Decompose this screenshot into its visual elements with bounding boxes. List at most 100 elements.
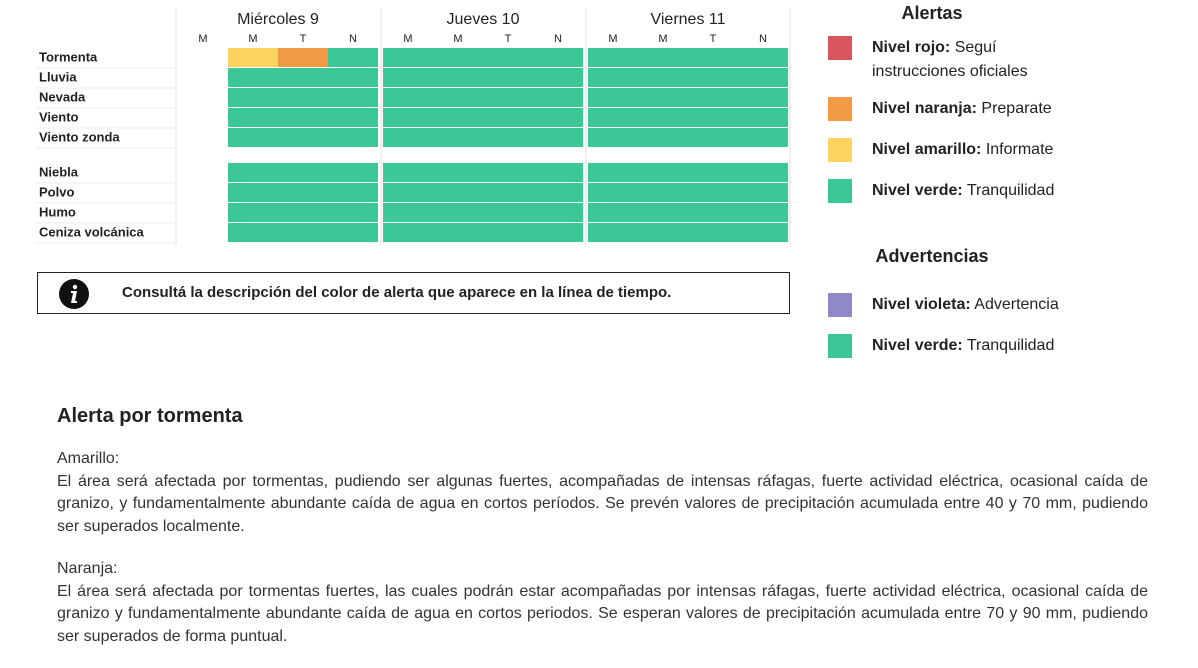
alert-cell [688, 108, 738, 127]
alert-cell [483, 68, 533, 87]
period-label: M [453, 33, 462, 45]
alert-cell [638, 203, 688, 222]
alert-cell [738, 108, 788, 127]
legend-label: Nivel verde: Tranquilidad [872, 179, 1062, 203]
alert-cell [638, 223, 688, 242]
legend-text: Advertencia [974, 296, 1059, 313]
period-label: N [554, 33, 562, 45]
period-label: M [608, 33, 617, 45]
alert-cell [383, 223, 433, 242]
alert-cell [328, 48, 378, 67]
section: Alerta por tormenta Amarillo: El área ser… [57, 405, 1148, 668]
alert-cell [688, 88, 738, 107]
period-label: T [710, 33, 717, 45]
paragraph: Naranja: El área será afectada por tormen… [57, 558, 1148, 648]
row-label: Tormenta [39, 49, 98, 64]
alert-cell [433, 183, 483, 202]
info-box: Consultá la descripción del color de ale… [37, 272, 790, 314]
period-label: T [505, 33, 512, 45]
legend-label: Nivel rojo: Seguí instrucciones oficiale… [872, 36, 1062, 84]
alert-cell [638, 128, 688, 147]
alert-cell [278, 163, 328, 182]
alert-cell [588, 223, 638, 242]
alert-cell [433, 163, 483, 182]
alert-cell [383, 108, 433, 127]
alert-cell [588, 108, 638, 127]
alert-cell [533, 223, 583, 242]
alert-cell [328, 88, 378, 107]
alert-cell [688, 48, 738, 67]
alert-cell [738, 48, 788, 67]
alert-cell [638, 88, 688, 107]
legend-level: Nivel verde: [872, 337, 963, 354]
paragraph-text: El área será afectada por tormentas fuer… [57, 582, 1148, 645]
alert-cell [738, 88, 788, 107]
info-text: Consultá la descripción del color de ale… [122, 284, 672, 301]
legend-level: Nivel naranja: [872, 100, 977, 117]
alert-cell [483, 163, 533, 182]
alert-cell [638, 48, 688, 67]
legend-level: Nivel violeta: [872, 296, 971, 313]
alert-cell [228, 128, 278, 147]
alert-cell [383, 68, 433, 87]
alert-cell [228, 183, 278, 202]
alert-cell [533, 68, 583, 87]
legend-swatch [828, 334, 852, 358]
legend-label: Nivel violeta: Advertencia [872, 293, 1062, 317]
alert-cell [228, 223, 278, 242]
alert-cell [328, 128, 378, 147]
alert-cell [228, 88, 278, 107]
alert-cell [533, 108, 583, 127]
alert-cell [688, 163, 738, 182]
alert-cell [638, 183, 688, 202]
alert-cell [278, 223, 328, 242]
alert-cell [738, 223, 788, 242]
alert-cell [383, 163, 433, 182]
alert-cell [533, 183, 583, 202]
timeline: Miércoles 9 M M T N Jueves 10 M M T N Viernes 11 M M… [36, 8, 791, 245]
legend-label: Nivel naranja: Preparate [872, 97, 1062, 121]
legend-swatch [828, 179, 852, 203]
alert-cell [688, 223, 738, 242]
alert-cell [533, 203, 583, 222]
row-label: Nevada [39, 89, 86, 104]
alert-cell [228, 68, 278, 87]
alert-cell [638, 163, 688, 182]
alert-cell [738, 128, 788, 147]
alert-cell [688, 68, 738, 87]
alert-cell [688, 128, 738, 147]
alert-cell [328, 223, 378, 242]
alert-cell [738, 183, 788, 202]
period-label: M [198, 33, 207, 45]
alert-cell [483, 223, 533, 242]
alert-cell [328, 68, 378, 87]
row-label: Lluvia [39, 69, 77, 84]
alert-cell [533, 88, 583, 107]
alert-cell [638, 108, 688, 127]
alert-cell [433, 88, 483, 107]
legend-swatch [828, 138, 852, 162]
alert-cell [433, 203, 483, 222]
row-label: Niebla [39, 164, 79, 179]
period-label: M [658, 33, 667, 45]
legend-text: Seguí instrucciones oficiales [872, 39, 1028, 80]
alert-cell [483, 88, 533, 107]
day-header: Miércoles 9 [237, 11, 319, 28]
alert-cell [588, 48, 638, 67]
alert-cell [688, 183, 738, 202]
alert-cell [328, 163, 378, 182]
alert-cell [738, 163, 788, 182]
legend-text: Informate [985, 141, 1054, 158]
info-icon [59, 279, 89, 309]
legend-level: Nivel rojo: [872, 39, 951, 56]
day-header: Jueves 10 [447, 11, 520, 28]
paragraphs: Amarillo: El área será afectada por torme… [57, 448, 1148, 648]
legend-swatch [828, 293, 852, 317]
alert-cell [688, 203, 738, 222]
period-label: T [300, 33, 307, 45]
period-label: M [403, 33, 412, 45]
alert-cell [483, 48, 533, 67]
alert-cell [228, 108, 278, 127]
legend-label: Nivel verde: Tranquilidad [872, 334, 1062, 358]
alert-cell [278, 68, 328, 87]
